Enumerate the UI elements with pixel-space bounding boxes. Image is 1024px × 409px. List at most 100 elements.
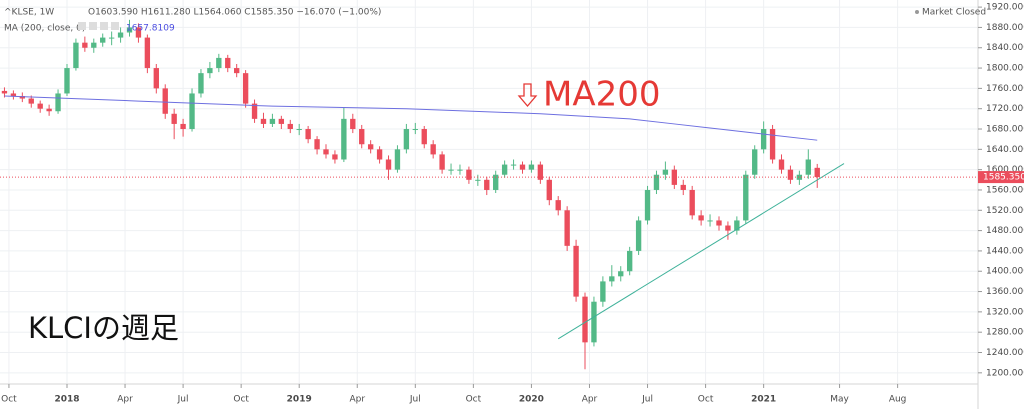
candle-body bbox=[242, 73, 249, 104]
candle-body bbox=[457, 169, 463, 171]
candle-body bbox=[28, 98, 34, 104]
candle-body bbox=[1, 90, 8, 94]
arrow-icon bbox=[517, 83, 538, 108]
ohlc: O1603.590 H1611.280 L1564.060 C1585.350 … bbox=[88, 8, 381, 18]
x-tick-label: Jul bbox=[409, 395, 421, 405]
y-tick-label: 1360.000 bbox=[986, 287, 1024, 297]
candle-body bbox=[564, 210, 570, 246]
candle-body bbox=[769, 129, 776, 160]
candle-body bbox=[680, 184, 686, 190]
candle-body bbox=[475, 179, 481, 181]
candle-body bbox=[493, 174, 499, 190]
y-tick-label: 1320.000 bbox=[986, 307, 1024, 317]
candle-body bbox=[332, 154, 338, 160]
y-tick-label: 1400.000 bbox=[986, 267, 1024, 277]
candle-body bbox=[108, 37, 115, 39]
candle-body bbox=[296, 129, 302, 131]
x-tick-label: Jul bbox=[641, 395, 653, 405]
y-tick-label: 1760.000 bbox=[986, 84, 1024, 94]
candle-body bbox=[716, 220, 722, 226]
candle-body bbox=[430, 144, 436, 155]
candle-body bbox=[778, 159, 785, 170]
indicator-value: 1657.8109 bbox=[126, 24, 175, 34]
candle-body bbox=[662, 169, 669, 175]
candle-body bbox=[644, 189, 651, 221]
button[interactable] bbox=[78, 22, 86, 30]
candle-body bbox=[46, 108, 52, 112]
candle-body bbox=[278, 118, 285, 124]
candle-body bbox=[64, 68, 70, 94]
candle-body bbox=[484, 179, 490, 190]
candle-body bbox=[216, 57, 222, 69]
x-tick-label: Jul bbox=[177, 395, 189, 405]
candle-body bbox=[376, 149, 383, 160]
x-tick-label: May bbox=[830, 395, 849, 405]
candle-body bbox=[448, 169, 454, 171]
candle-body bbox=[537, 164, 544, 180]
button[interactable] bbox=[111, 22, 119, 30]
annotation: MA200 bbox=[543, 75, 661, 115]
candle-body bbox=[510, 164, 517, 166]
annotation: KLCIの週足 bbox=[28, 311, 179, 345]
candle-body bbox=[73, 42, 79, 69]
symbol: ^KLSE, 1W bbox=[4, 8, 54, 18]
candle-body bbox=[367, 144, 374, 150]
button[interactable] bbox=[100, 22, 108, 30]
x-tick-label: 2018 bbox=[54, 395, 79, 405]
y-tick-label: 1480.000 bbox=[986, 226, 1024, 236]
candle-body bbox=[19, 96, 26, 99]
candle-body bbox=[555, 200, 561, 211]
candle-body bbox=[323, 149, 329, 155]
candle-body bbox=[171, 113, 177, 124]
last-price-label: 1585.350 bbox=[983, 173, 1024, 183]
status: Market Closed bbox=[922, 8, 986, 18]
candle-body bbox=[350, 118, 356, 130]
candle-body bbox=[707, 220, 713, 222]
candle-body bbox=[805, 159, 811, 175]
x-tick-label: 2020 bbox=[519, 395, 544, 405]
candle-body bbox=[198, 73, 204, 94]
candle-body bbox=[412, 129, 418, 131]
candle-body bbox=[653, 174, 660, 190]
candle-body bbox=[734, 220, 740, 231]
indicator-buttons[interactable] bbox=[78, 22, 119, 30]
button[interactable] bbox=[89, 22, 97, 30]
y-tick-label: 1840.000 bbox=[986, 43, 1024, 53]
candle-body bbox=[439, 154, 445, 170]
ma-line bbox=[4, 95, 818, 141]
candle-body bbox=[743, 174, 749, 221]
y-tick-label: 1280.000 bbox=[986, 328, 1024, 338]
candle-body bbox=[609, 276, 615, 282]
candle-body bbox=[359, 129, 365, 145]
candle-body bbox=[91, 42, 97, 48]
candle-body bbox=[251, 103, 258, 119]
candle-body bbox=[519, 164, 526, 170]
y-tick-label: 1440.000 bbox=[986, 246, 1024, 256]
candle-body bbox=[162, 88, 168, 114]
plot bbox=[1, 19, 845, 370]
candle-body bbox=[752, 149, 758, 175]
candle-body bbox=[153, 68, 159, 89]
candle-body bbox=[573, 245, 579, 297]
candle-body bbox=[760, 129, 767, 150]
candle-body bbox=[600, 281, 606, 302]
indicator-label: MA (200, close, 0) bbox=[4, 24, 85, 34]
candle-body bbox=[582, 296, 588, 343]
candle-body bbox=[305, 129, 311, 140]
candle-body bbox=[385, 159, 392, 170]
last-price-box bbox=[978, 171, 1024, 184]
candle-body bbox=[546, 179, 552, 201]
grid bbox=[0, 0, 978, 384]
y-tick-label: 1920.000 bbox=[986, 3, 1024, 13]
y-tick-label: 1680.000 bbox=[986, 125, 1024, 135]
candle-body bbox=[635, 220, 642, 251]
x-tick-label: Aug bbox=[889, 395, 907, 405]
y-tick-label: 1560.000 bbox=[986, 185, 1024, 195]
candle-body bbox=[698, 215, 704, 221]
x-tick-label: Apr bbox=[582, 395, 598, 405]
candle-body bbox=[591, 301, 597, 343]
candle-body bbox=[82, 42, 88, 48]
candle-body bbox=[207, 68, 213, 74]
